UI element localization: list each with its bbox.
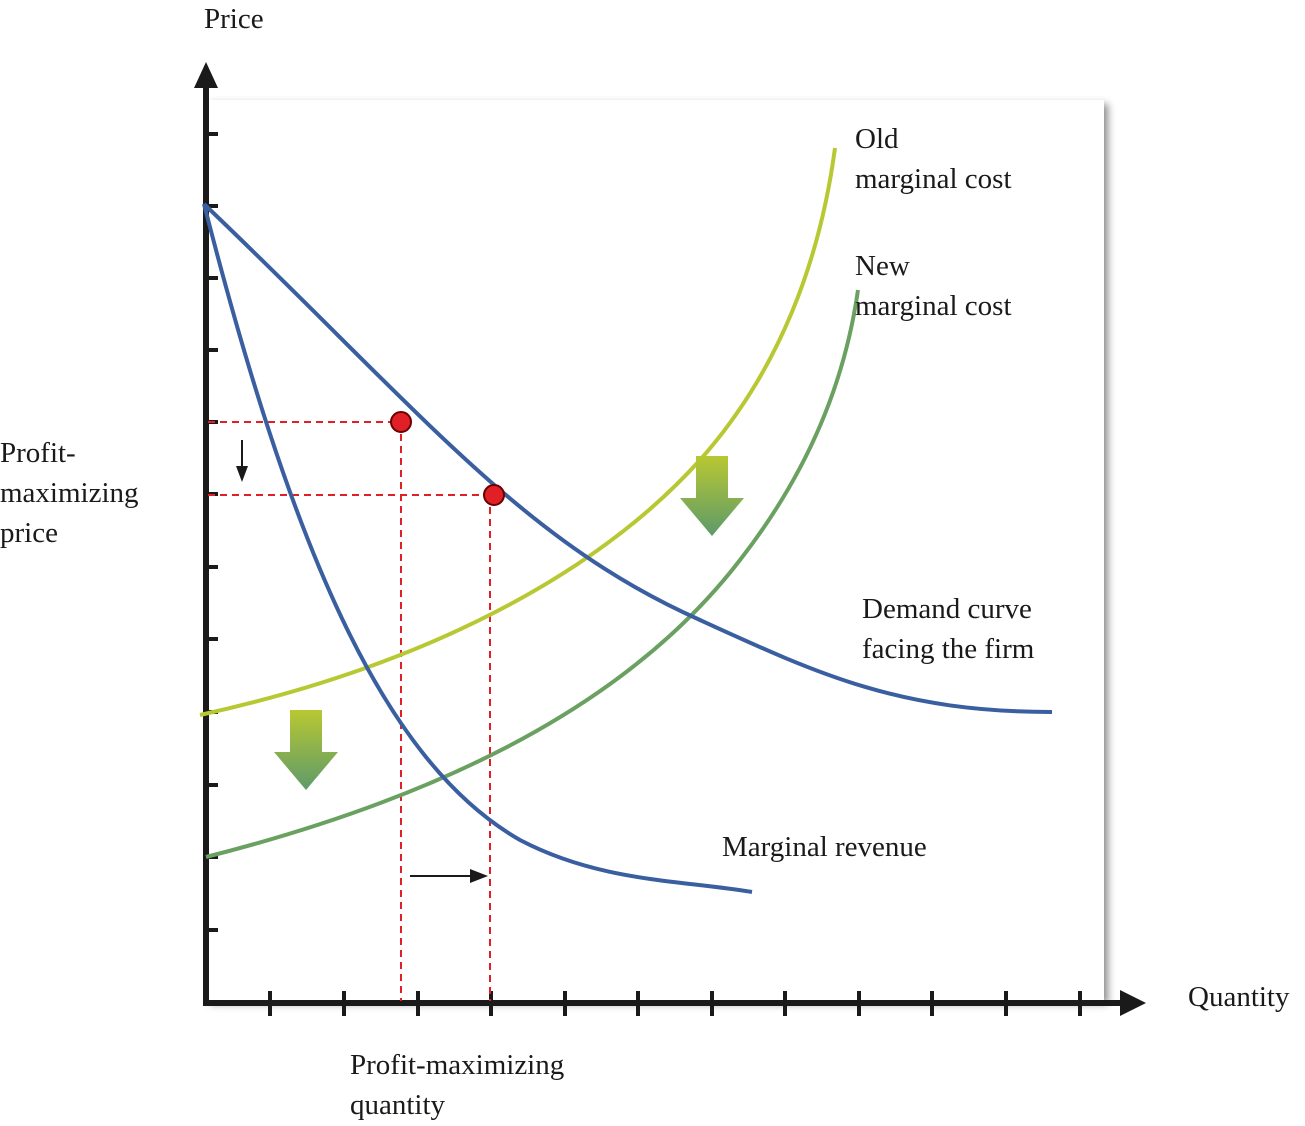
new-profit-max-point	[483, 484, 505, 506]
new-mc-label-line-1: New	[855, 250, 910, 282]
price-label-line-1: Profit-	[0, 437, 76, 469]
old-marginal-cost-curve	[199, 147, 837, 717]
y-axis-arrowhead	[194, 62, 218, 88]
cost-shift-down-arrow-right	[680, 456, 744, 536]
quantity-label-line-1: Profit-maximizing	[350, 1049, 564, 1081]
y-axis-label: Price	[204, 3, 264, 35]
axes	[203, 80, 1125, 1006]
x-axis-ticks	[268, 991, 1082, 1016]
marginal-revenue-curve	[202, 203, 753, 894]
quantity-increase-arrow	[410, 869, 488, 883]
new-marginal-cost-curve	[205, 289, 860, 859]
quantity-label-line-2: quantity	[350, 1089, 446, 1121]
guide-lines	[208, 421, 494, 1001]
cost-shift-down-arrow-left	[274, 710, 338, 790]
old-mc-label-line-2: marginal cost	[855, 163, 1012, 195]
new-mc-label-line-2: marginal cost	[855, 290, 1012, 322]
x-axis-label: Quantity	[1188, 981, 1290, 1013]
demand-label-line-2: facing the firm	[862, 633, 1035, 665]
old-mc-label-line-1: Old	[855, 123, 899, 155]
plot-area	[206, 100, 1104, 1000]
price-label-line-3: price	[0, 517, 58, 549]
demand-label-line-1: Demand curve	[862, 593, 1032, 625]
demand-curve	[202, 202, 1053, 714]
old-profit-max-point	[390, 411, 412, 433]
x-axis-arrowhead	[1120, 990, 1146, 1016]
mr-label: Marginal revenue	[722, 831, 927, 863]
price-label-line-2: maximizing	[0, 477, 139, 509]
price-decrease-arrow	[236, 440, 248, 482]
